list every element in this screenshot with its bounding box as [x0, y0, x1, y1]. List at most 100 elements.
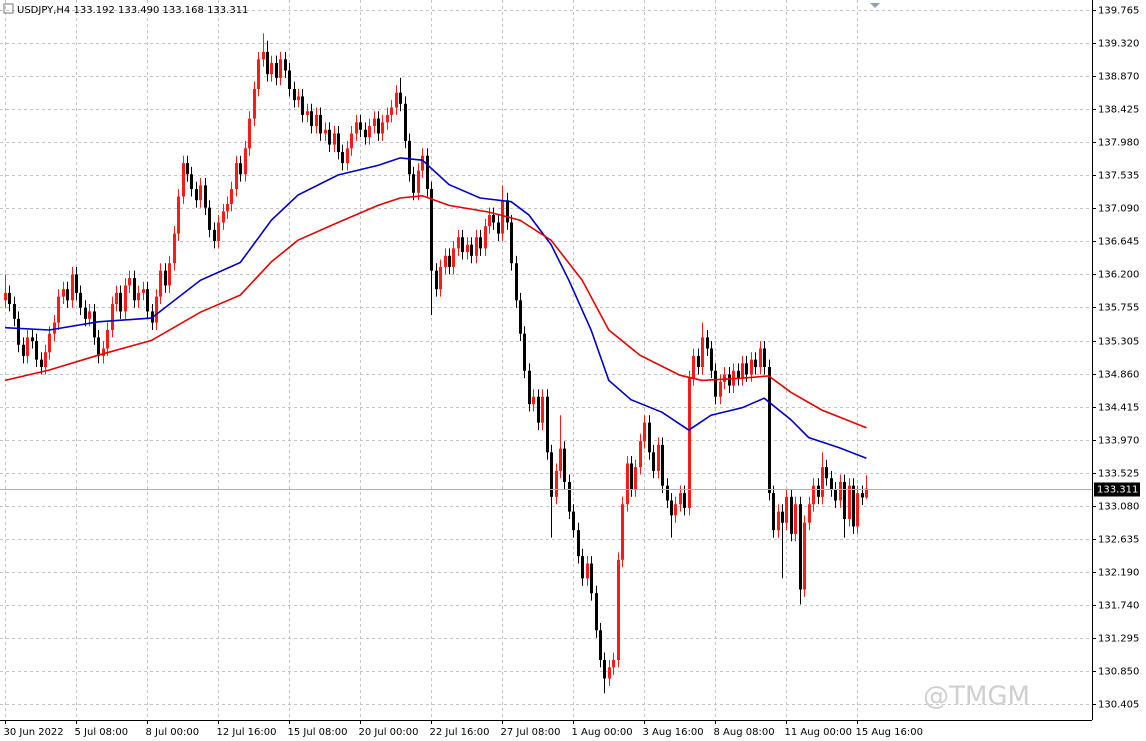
candle-body: [390, 107, 393, 115]
y-tick-label: 131.740: [1098, 601, 1139, 612]
candle-body: [355, 122, 358, 134]
candle-body: [808, 504, 811, 523]
x-tick-label: 27 Jul 08:00: [501, 727, 561, 738]
candle-body: [404, 103, 407, 141]
candle-body: [337, 133, 340, 153]
candle-body: [270, 63, 273, 75]
candle-body: [515, 263, 518, 301]
candle-body: [71, 274, 74, 301]
candle-body: [701, 337, 704, 368]
candle-body: [617, 559, 620, 660]
candle-body: [57, 296, 60, 323]
x-tick-label: 3 Aug 16:00: [643, 727, 704, 738]
candle-body: [244, 148, 247, 175]
y-tick-label: 138.425: [1098, 105, 1139, 116]
candle-body: [328, 129, 331, 145]
candle-body: [603, 659, 606, 679]
candle-body: [115, 292, 118, 305]
candle-body: [53, 322, 56, 334]
candle-body: [759, 348, 762, 368]
y-tick-label: 137.535: [1098, 171, 1139, 182]
candle-body: [652, 452, 655, 471]
candle-body: [119, 292, 122, 312]
y-tick-label: 135.305: [1098, 337, 1139, 348]
candle-body: [155, 296, 158, 323]
candle-body: [555, 470, 558, 497]
x-tick-label: 1 Aug 00:00: [572, 727, 633, 738]
candle-body: [785, 496, 788, 523]
candle-body: [142, 289, 145, 293]
candle-body: [812, 485, 815, 505]
candle-body: [590, 563, 593, 594]
y-tick-label: 133.970: [1098, 436, 1139, 447]
y-tick-label: 139.320: [1098, 39, 1139, 50]
candle-body: [439, 266, 442, 290]
candle-body: [159, 270, 162, 297]
candle-body: [546, 396, 549, 453]
candle-body: [324, 129, 327, 134]
candle-body: [235, 163, 238, 190]
candle-body: [532, 396, 535, 405]
candle-body: [763, 348, 766, 368]
candle-body: [133, 278, 136, 301]
candle-body: [40, 359, 43, 368]
y-tick-label: 134.860: [1098, 370, 1139, 381]
candle-body: [66, 289, 69, 301]
candle-body: [186, 163, 189, 175]
candle-body: [230, 189, 233, 204]
candle-body: [821, 467, 824, 497]
candle-body: [48, 333, 51, 353]
candle-body: [124, 285, 127, 312]
candle-body: [275, 63, 278, 78]
candle-body: [803, 522, 806, 590]
candle-body: [146, 289, 149, 312]
candle-body: [284, 59, 287, 71]
candle-body: [257, 59, 260, 89]
candle-body: [745, 363, 748, 375]
candle-body: [408, 140, 411, 175]
candle-body: [368, 126, 371, 138]
candle-body: [781, 511, 784, 523]
y-tick-label: 138.870: [1098, 72, 1139, 83]
candle-body: [586, 563, 589, 579]
candle-body: [595, 593, 598, 631]
candle-body: [630, 463, 633, 490]
candle-body: [852, 485, 855, 527]
candle-body: [35, 341, 38, 360]
candle-body: [839, 481, 842, 501]
candle-body: [861, 493, 864, 498]
x-tick-label: 11 Aug 00:00: [785, 727, 852, 738]
plot: [0, 33, 1092, 694]
candle-body: [737, 370, 740, 379]
candle-body: [830, 478, 833, 490]
candle-body: [599, 630, 602, 660]
x-tick-label: 22 Jul 16:00: [430, 727, 490, 738]
candle-body: [666, 485, 669, 501]
candle-body: [377, 118, 380, 134]
candle-body: [772, 493, 775, 531]
y-tick-label: 134.415: [1098, 403, 1139, 414]
candle-body: [359, 122, 362, 130]
y-tick-label: 132.635: [1098, 535, 1139, 546]
candle-body: [506, 200, 509, 223]
candle-body: [484, 226, 487, 249]
candle-body: [137, 292, 140, 301]
x-tick-label: 8 Aug 08:00: [714, 727, 775, 738]
candle-body: [768, 367, 771, 494]
candle-body: [386, 114, 389, 123]
candle-body: [195, 189, 198, 201]
shift-marker: [870, 3, 880, 8]
candle-body: [381, 122, 384, 134]
watermark: @TMGM: [923, 682, 1030, 712]
candle-body: [75, 274, 78, 293]
candle-body: [106, 329, 109, 349]
candle-body: [253, 88, 256, 119]
candle-body: [710, 348, 713, 371]
candle-body: [581, 556, 584, 579]
candle-body: [102, 348, 105, 356]
candle-body: [111, 304, 114, 330]
candle-body: [213, 229, 216, 241]
candle-body: [856, 493, 859, 527]
candle-body: [226, 203, 229, 212]
candle-body: [62, 289, 65, 297]
